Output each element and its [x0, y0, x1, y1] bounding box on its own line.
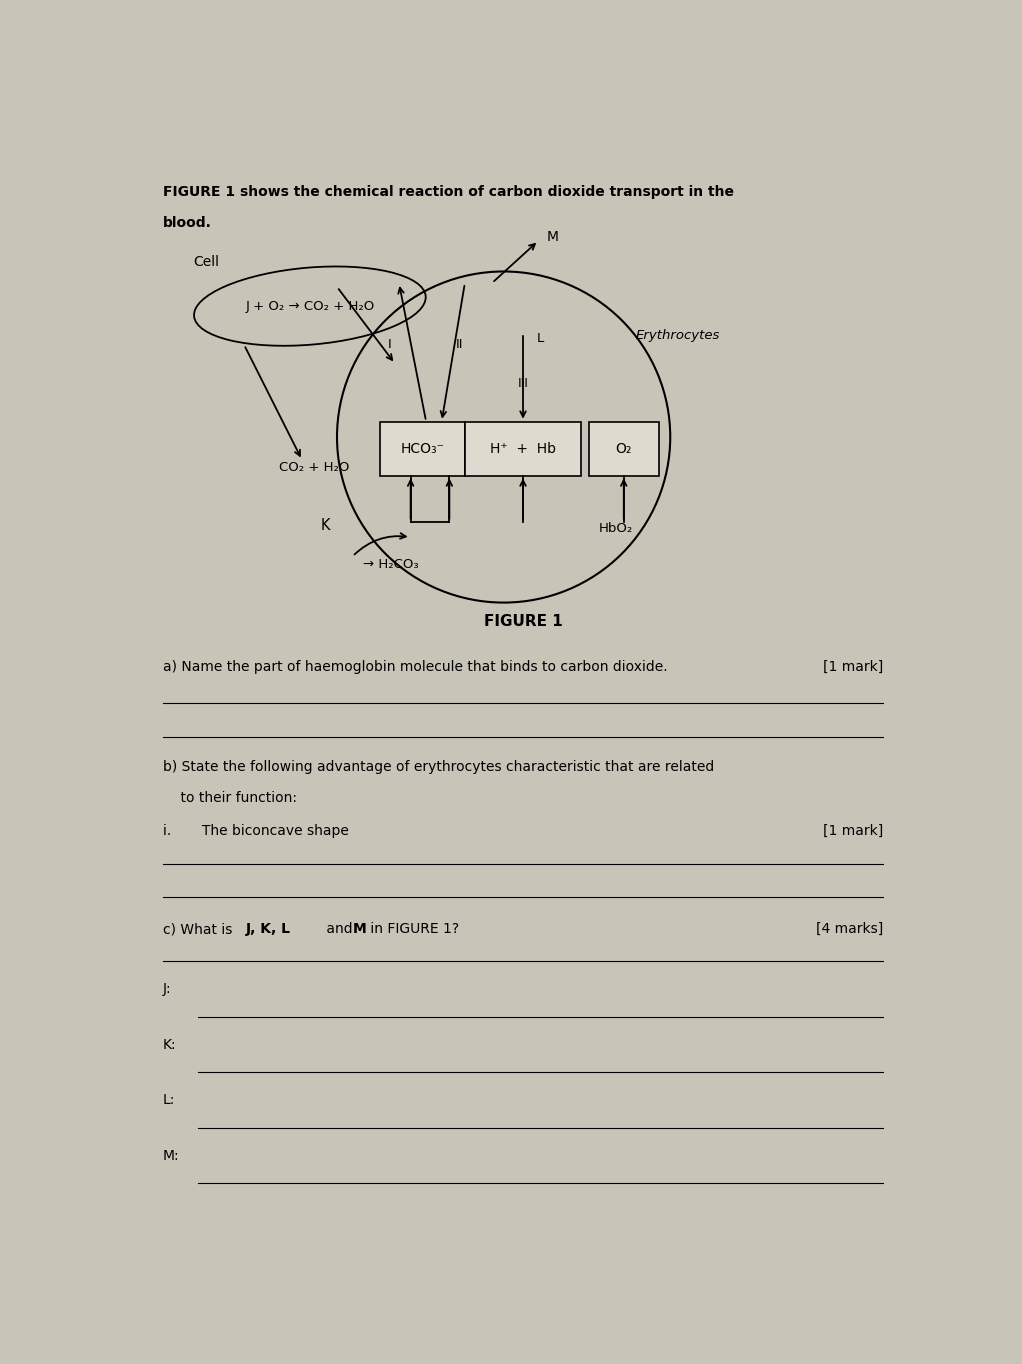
Text: J + O₂ → CO₂ + H₂O: J + O₂ → CO₂ + H₂O [245, 300, 374, 312]
FancyBboxPatch shape [589, 421, 658, 476]
Text: L: L [537, 331, 544, 345]
Text: [4 marks]: [4 marks] [817, 922, 883, 936]
Text: a) Name the part of haemoglobin molecule that binds to carbon dioxide.: a) Name the part of haemoglobin molecule… [162, 660, 667, 674]
Text: II: II [456, 338, 463, 351]
FancyBboxPatch shape [465, 421, 582, 476]
Text: M:: M: [162, 1148, 179, 1162]
Text: blood.: blood. [162, 216, 212, 231]
Text: Erythrocytes: Erythrocytes [636, 329, 719, 342]
Text: → H₂CO₃: → H₂CO₃ [364, 558, 419, 570]
Text: I: I [387, 338, 391, 351]
Text: III: III [517, 376, 528, 390]
Text: FIGURE 1: FIGURE 1 [484, 614, 563, 629]
Text: M: M [546, 229, 558, 244]
Text: K:: K: [162, 1038, 176, 1052]
FancyBboxPatch shape [379, 421, 465, 476]
Text: Cell: Cell [193, 255, 220, 269]
Text: M: M [353, 922, 366, 936]
Text: J, K, L: J, K, L [245, 922, 290, 936]
Text: CO₂ + H₂O: CO₂ + H₂O [279, 461, 350, 475]
Text: K: K [321, 518, 330, 533]
Text: [1 mark]: [1 mark] [823, 824, 883, 837]
Text: O₂: O₂ [615, 442, 632, 456]
Text: FIGURE 1 shows the chemical reaction of carbon dioxide transport in the: FIGURE 1 shows the chemical reaction of … [162, 186, 734, 199]
Text: H⁺  +  Hb: H⁺ + Hb [490, 442, 556, 456]
Text: HbO₂: HbO₂ [599, 522, 633, 535]
Text: to their function:: to their function: [162, 791, 296, 805]
Text: HCO₃⁻: HCO₃⁻ [401, 442, 445, 456]
Text: c) What is: c) What is [162, 922, 236, 936]
Text: i.       The biconcave shape: i. The biconcave shape [162, 824, 349, 837]
Text: [1 mark]: [1 mark] [823, 660, 883, 674]
Text: in FIGURE 1?: in FIGURE 1? [367, 922, 460, 936]
Text: L:: L: [162, 1093, 175, 1108]
Text: b) State the following advantage of erythrocytes characteristic that are related: b) State the following advantage of eryt… [162, 761, 714, 775]
Text: and: and [322, 922, 357, 936]
Text: J:: J: [162, 982, 172, 996]
